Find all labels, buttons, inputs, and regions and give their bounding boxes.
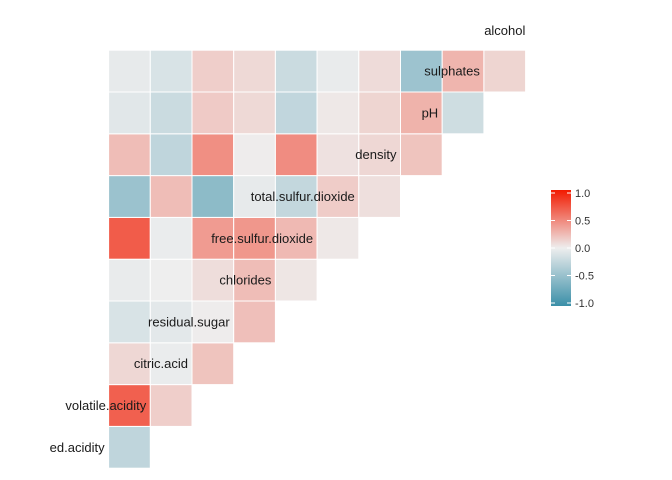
variable-label-chlorides: chlorides: [219, 273, 272, 288]
heatmap-cell-pH-residual.sugar: [233, 91, 276, 135]
variable-label-fixed-acidity: ed.acidity: [50, 440, 105, 455]
heatmap-cell-pH-free.sulfur.dioxide: [316, 91, 360, 135]
heatmap-cell-sulphates-chlorides: [274, 49, 318, 93]
heatmap-cell-chlorides-citric.acid: [191, 258, 235, 302]
heatmap-cell-sulphates-density: [400, 49, 443, 93]
variable-label-density: density: [355, 147, 397, 162]
heatmap-cell-fixed.acidity-fixed.acidity: [108, 425, 151, 469]
variable-label-sulphates: sulphates: [424, 64, 480, 79]
heatmap-cell-chlorides-residual.sugar: [233, 258, 276, 302]
legend-ticks: 1.0 0.5 0.0 -0.5 -1.0: [551, 188, 594, 310]
legend-tick-label: 0.0: [575, 243, 590, 255]
heatmap-cell-sulphates-fixed.acidity: [108, 49, 151, 93]
heatmap-cell-sulphates-citric.acid: [191, 49, 235, 93]
legend-colorbar: [551, 190, 571, 306]
heatmap-cell-sulphates-free.sulfur.dioxide: [316, 49, 360, 93]
legend-tick-label: 1.0: [575, 188, 590, 200]
heatmap-cell-pH-fixed.acidity: [108, 91, 151, 135]
heatmap-cell-free.sulfur.dioxide-chlorides: [274, 216, 318, 260]
heatmap-cell-chlorides-fixed.acidity: [108, 258, 151, 302]
heatmap-cell-density-free.sulfur.dioxide: [316, 133, 360, 177]
heatmap-cell-residual.sugar-fixed.acidity: [108, 300, 151, 344]
heatmap-cell-pH-volatile.acidity: [149, 91, 193, 135]
heatmap-cell-total.sulfur.dioxide-volatile.acidity: [149, 175, 193, 218]
heatmap-cell-pH-chlorides: [274, 91, 318, 135]
heatmap-cell-citric.acid-citric.acid: [191, 342, 235, 386]
heatmap-cell-free.sulfur.dioxide-citric.acid: [191, 216, 235, 260]
heatmap-cell-residual.sugar-residual.sugar: [233, 300, 276, 344]
heatmap-cell-volatile.acidity-volatile.acidity: [149, 384, 193, 427]
heatmap-cell-density-chlorides: [274, 133, 318, 177]
color-legend: 1.0 0.5 0.0 -0.5 -1.0: [551, 188, 594, 310]
heatmap-cell-free.sulfur.dioxide-volatile.acidity: [149, 216, 193, 260]
heatmap-cell-free.sulfur.dioxide-fixed.acidity: [108, 216, 151, 260]
heatmap-cell-sulphates-residual.sugar: [233, 49, 276, 93]
variable-label-volatile-acidity: volatile.acidity: [65, 398, 146, 413]
heatmap-cell-sulphates-total.sulfur.dioxide: [358, 49, 401, 93]
heatmap-cell-free.sulfur.dioxide-free.sulfur.dioxide: [316, 216, 360, 260]
legend-tick-label: 0.5: [575, 216, 590, 228]
heatmap-cell-pH-pH: [441, 91, 485, 135]
heatmap-cell-sulphates-pH: [441, 49, 485, 93]
heatmap-cell-total.sulfur.dioxide-citric.acid: [191, 175, 235, 218]
heatmap-cell-density-residual.sugar: [233, 133, 276, 177]
variable-label-alcohol: alcohol: [484, 23, 525, 38]
heatmap-cell-chlorides-volatile.acidity: [149, 258, 193, 302]
variable-label-pH: pH: [422, 105, 439, 120]
legend-tick-label: -1.0: [575, 298, 594, 310]
heatmap-cell-residual.sugar-citric.acid: [191, 300, 235, 344]
heatmap-cell-total.sulfur.dioxide-total.sulfur.dioxide: [358, 175, 401, 218]
heatmap-cell-density-citric.acid: [191, 133, 235, 177]
heatmap-cell-sulphates-volatile.acidity: [149, 49, 193, 93]
heatmap-cell-total.sulfur.dioxide-free.sulfur.dioxide: [316, 175, 360, 218]
variable-label-residual-sugar: residual.sugar: [148, 314, 230, 329]
variable-labels: ed.acidity volatile.acidity citric.acid res…: [50, 23, 526, 455]
variable-label-total-sulfur-dioxide: total.sulfur.dioxide: [251, 189, 355, 204]
heatmap-cell-total.sulfur.dioxide-fixed.acidity: [108, 175, 151, 218]
heatmap-cell-density-volatile.acidity: [149, 133, 193, 177]
heatmap-cell-pH-citric.acid: [191, 91, 235, 135]
heatmap-cell-total.sulfur.dioxide-chlorides: [274, 175, 318, 218]
heatmap-cell-volatile.acidity-fixed.acidity: [108, 384, 151, 427]
heatmap-cell-density-density: [400, 133, 443, 177]
variable-label-citric-acid: citric.acid: [134, 356, 188, 371]
heatmap-cell-pH-total.sulfur.dioxide: [358, 91, 401, 135]
heatmap-cell-density-fixed.acidity: [108, 133, 151, 177]
legend-tick-label: -0.5: [575, 271, 594, 283]
heatmap-cell-chlorides-chlorides: [274, 258, 318, 302]
heatmap-cell-sulphates-sulphates: [483, 49, 527, 93]
heatmap-cell-citric.acid-fixed.acidity: [108, 342, 151, 386]
heatmap-cells: [108, 49, 527, 469]
variable-label-free-sulfur-dioxide: free.sulfur.dioxide: [211, 231, 313, 246]
heatmap-cell-free.sulfur.dioxide-residual.sugar: [233, 216, 276, 260]
